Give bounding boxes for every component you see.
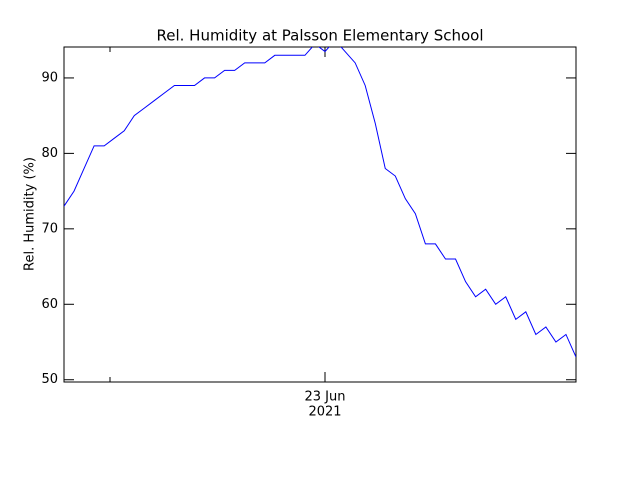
- y-tick-label: 70: [41, 221, 58, 236]
- y-tick-label: 60: [41, 297, 58, 312]
- y-tick-label: 90: [41, 70, 58, 85]
- y-tick-label: 50: [41, 372, 58, 387]
- y-tick-label: 80: [41, 146, 58, 161]
- chart-title: Rel. Humidity at Palsson Elementary Scho…: [156, 27, 483, 45]
- y-axis-label: Rel. Humidity (%): [23, 157, 38, 271]
- x-tick-year: 2021: [308, 405, 341, 420]
- x-tick-label: 23 Jun: [305, 390, 346, 405]
- plot-frame: [63, 46, 577, 383]
- data-line: [64, 47, 576, 358]
- plot-area: [64, 47, 576, 358]
